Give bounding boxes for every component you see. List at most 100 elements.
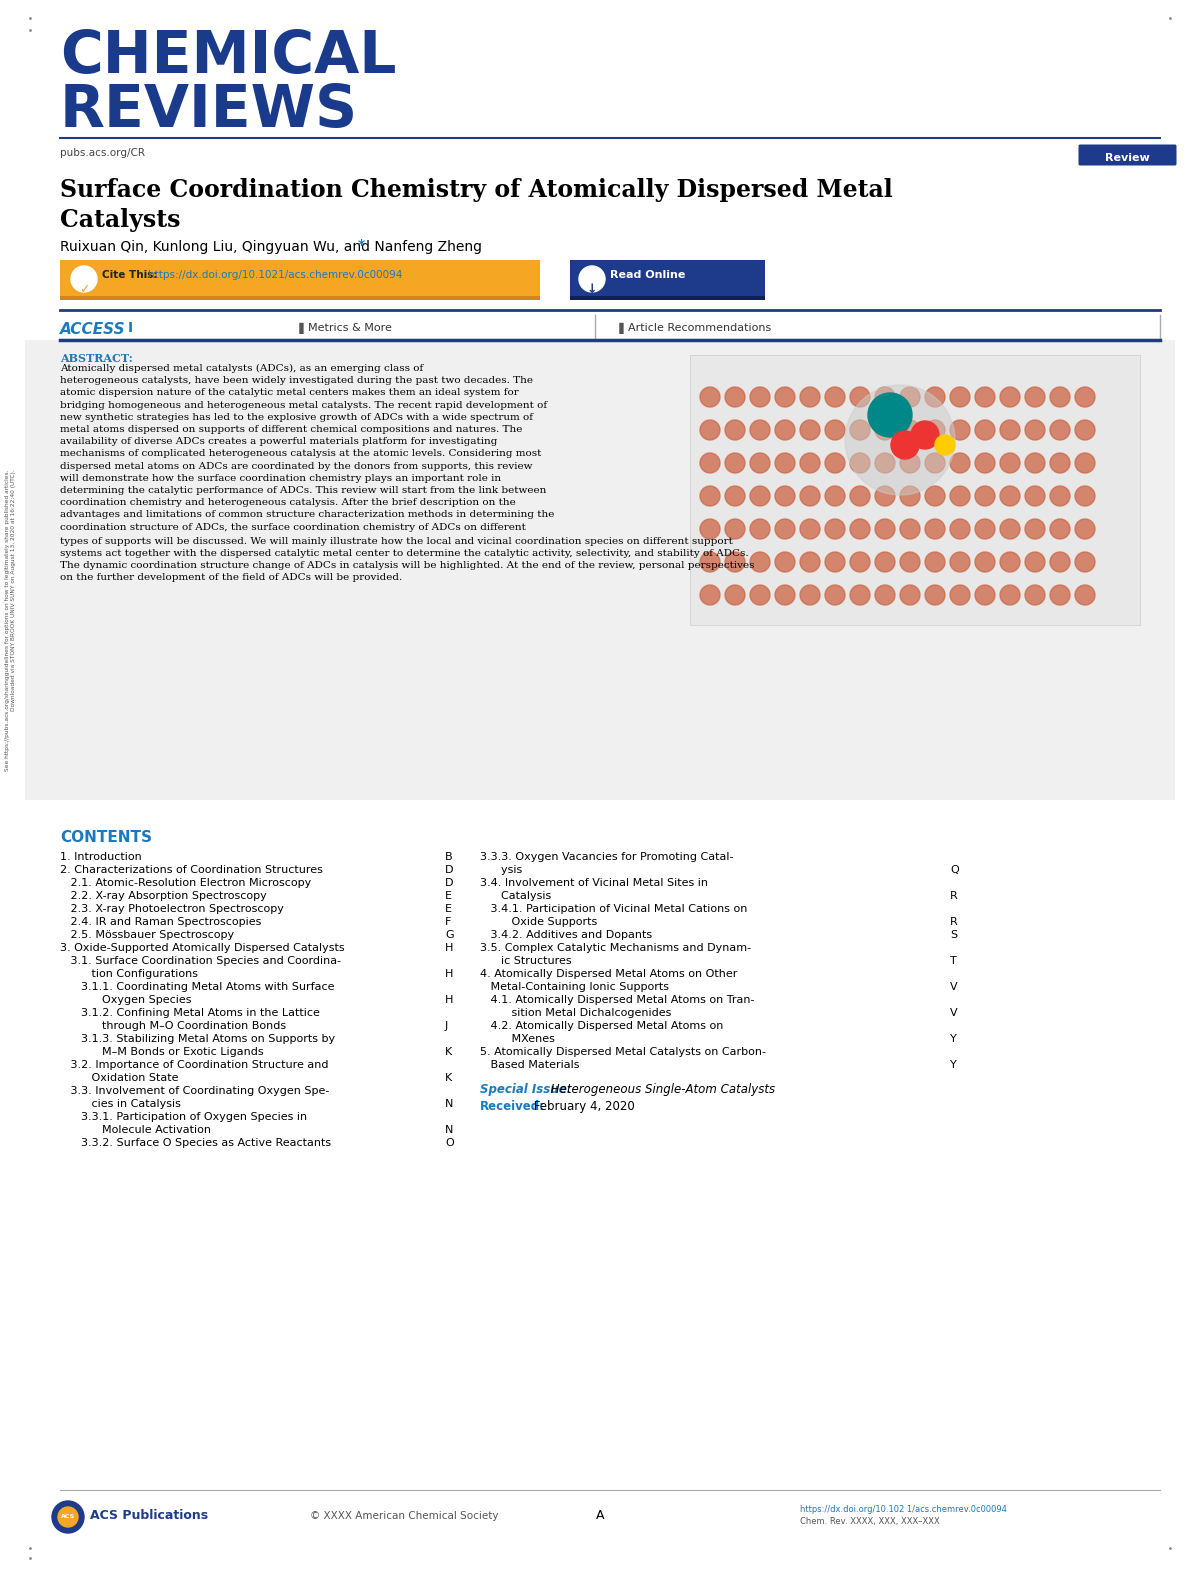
Circle shape <box>935 435 955 455</box>
Circle shape <box>775 454 796 473</box>
Text: 3.4. Involvement of Vicinal Metal Sites in: 3.4. Involvement of Vicinal Metal Sites … <box>480 878 708 889</box>
Circle shape <box>725 520 745 539</box>
Circle shape <box>1000 421 1020 440</box>
Circle shape <box>974 386 995 407</box>
Text: Special Issue:: Special Issue: <box>480 1083 571 1096</box>
Circle shape <box>925 421 946 440</box>
Circle shape <box>750 586 770 604</box>
Circle shape <box>800 520 820 539</box>
Text: Based Materials: Based Materials <box>480 1060 580 1071</box>
Text: on the further development of the field of ADCs will be provided.: on the further development of the field … <box>60 573 402 582</box>
Text: 4. Atomically Dispersed Metal Atoms on Other: 4. Atomically Dispersed Metal Atoms on O… <box>480 969 737 980</box>
Bar <box>60 297 540 300</box>
Circle shape <box>580 265 605 292</box>
Circle shape <box>725 454 745 473</box>
Circle shape <box>1025 421 1045 440</box>
Circle shape <box>900 487 920 506</box>
Text: D: D <box>445 865 454 874</box>
Text: 2. Characterizations of Coordination Structures: 2. Characterizations of Coordination Str… <box>60 865 323 874</box>
Circle shape <box>1025 520 1045 539</box>
Circle shape <box>925 586 946 604</box>
Text: CHEMICAL: CHEMICAL <box>60 28 396 85</box>
Circle shape <box>1075 454 1096 473</box>
Circle shape <box>800 386 820 407</box>
Text: Read Online: Read Online <box>610 270 685 279</box>
Circle shape <box>911 421 940 449</box>
Text: dispersed metal atoms on ADCs are coordinated by the donors from supports, this : dispersed metal atoms on ADCs are coordi… <box>60 462 533 471</box>
Circle shape <box>1050 520 1070 539</box>
Text: metal atoms dispersed on supports of different chemical compositions and natures: metal atoms dispersed on supports of dif… <box>60 425 522 433</box>
Circle shape <box>950 520 970 539</box>
Circle shape <box>775 586 796 604</box>
Circle shape <box>974 454 995 473</box>
Text: Article Recommendations: Article Recommendations <box>628 323 772 333</box>
Circle shape <box>1025 454 1045 473</box>
Text: R: R <box>950 917 958 926</box>
Text: R: R <box>950 892 958 901</box>
Circle shape <box>725 487 745 506</box>
Text: Downloaded via STONY BROOK UNIV SUNY on August 13, 2020 at 16:22:40 (UTC).: Downloaded via STONY BROOK UNIV SUNY on … <box>12 469 17 711</box>
Circle shape <box>750 421 770 440</box>
Circle shape <box>900 454 920 473</box>
Circle shape <box>850 454 870 473</box>
Text: 2.3. X-ray Photoelectron Spectroscopy: 2.3. X-ray Photoelectron Spectroscopy <box>60 904 284 914</box>
Text: tion Configurations: tion Configurations <box>60 969 198 980</box>
Circle shape <box>725 386 745 407</box>
Text: Metal-Containing Ionic Supports: Metal-Containing Ionic Supports <box>480 981 670 992</box>
Circle shape <box>700 553 720 571</box>
Text: Surface Coordination Chemistry of Atomically Dispersed Metal: Surface Coordination Chemistry of Atomic… <box>60 177 893 203</box>
Circle shape <box>1050 586 1070 604</box>
Circle shape <box>1075 553 1096 571</box>
Text: cies in Catalysis: cies in Catalysis <box>60 1099 181 1108</box>
Text: ▐: ▐ <box>295 323 304 334</box>
Text: 2.1. Atomic-Resolution Electron Microscopy: 2.1. Atomic-Resolution Electron Microsco… <box>60 878 311 889</box>
Circle shape <box>875 386 895 407</box>
Text: Cite This:: Cite This: <box>102 270 161 279</box>
Circle shape <box>875 454 895 473</box>
Circle shape <box>1000 487 1020 506</box>
Circle shape <box>950 586 970 604</box>
Text: ↓: ↓ <box>587 283 598 297</box>
Text: Heterogeneous Single-Atom Catalysts: Heterogeneous Single-Atom Catalysts <box>547 1083 775 1096</box>
Circle shape <box>775 520 796 539</box>
Circle shape <box>925 553 946 571</box>
Circle shape <box>700 520 720 539</box>
Bar <box>25 341 1175 801</box>
Circle shape <box>850 386 870 407</box>
Text: G: G <box>445 929 454 940</box>
Text: H: H <box>445 944 454 953</box>
Text: I: I <box>128 320 133 334</box>
Circle shape <box>974 586 995 604</box>
Text: ACS: ACS <box>61 1515 76 1520</box>
Circle shape <box>800 454 820 473</box>
Circle shape <box>974 421 995 440</box>
Circle shape <box>875 520 895 539</box>
Text: 1. Introduction: 1. Introduction <box>60 853 142 862</box>
Text: 3.1.3. Stabilizing Metal Atoms on Supports by: 3.1.3. Stabilizing Metal Atoms on Suppor… <box>60 1035 335 1044</box>
Text: 5. Atomically Dispersed Metal Catalysts on Carbon-: 5. Atomically Dispersed Metal Catalysts … <box>480 1047 766 1057</box>
Text: E: E <box>445 904 452 914</box>
Text: M–M Bonds or Exotic Ligands: M–M Bonds or Exotic Ligands <box>60 1047 264 1057</box>
Circle shape <box>725 421 745 440</box>
Text: Y: Y <box>950 1035 956 1044</box>
Circle shape <box>900 386 920 407</box>
Circle shape <box>1075 586 1096 604</box>
Circle shape <box>826 520 845 539</box>
Circle shape <box>850 421 870 440</box>
Circle shape <box>974 553 995 571</box>
Text: 2.4. IR and Raman Spectroscopies: 2.4. IR and Raman Spectroscopies <box>60 917 262 926</box>
Circle shape <box>1075 520 1096 539</box>
Text: 3.3.3. Oxygen Vacancies for Promoting Catal-: 3.3.3. Oxygen Vacancies for Promoting Ca… <box>480 853 733 862</box>
Text: 3.1. Surface Coordination Species and Coordina-: 3.1. Surface Coordination Species and Co… <box>60 956 341 966</box>
Circle shape <box>850 520 870 539</box>
Circle shape <box>52 1501 84 1532</box>
Text: https://dx.doi.org/10.102 1/acs.chemrev.0c00094: https://dx.doi.org/10.102 1/acs.chemrev.… <box>800 1506 1007 1513</box>
Circle shape <box>925 520 946 539</box>
Circle shape <box>850 553 870 571</box>
Text: heterogeneous catalysts, have been widely investigated during the past two decad: heterogeneous catalysts, have been widel… <box>60 377 533 385</box>
Text: 3.4.1. Participation of Vicinal Metal Cations on: 3.4.1. Participation of Vicinal Metal Ca… <box>480 904 748 914</box>
Text: coordination structure of ADCs, the surface coordination chemistry of ADCs on di: coordination structure of ADCs, the surf… <box>60 523 526 532</box>
Text: 2.5. Mössbauer Spectroscopy: 2.5. Mössbauer Spectroscopy <box>60 929 234 940</box>
Text: A: A <box>595 1509 605 1521</box>
Circle shape <box>1000 553 1020 571</box>
